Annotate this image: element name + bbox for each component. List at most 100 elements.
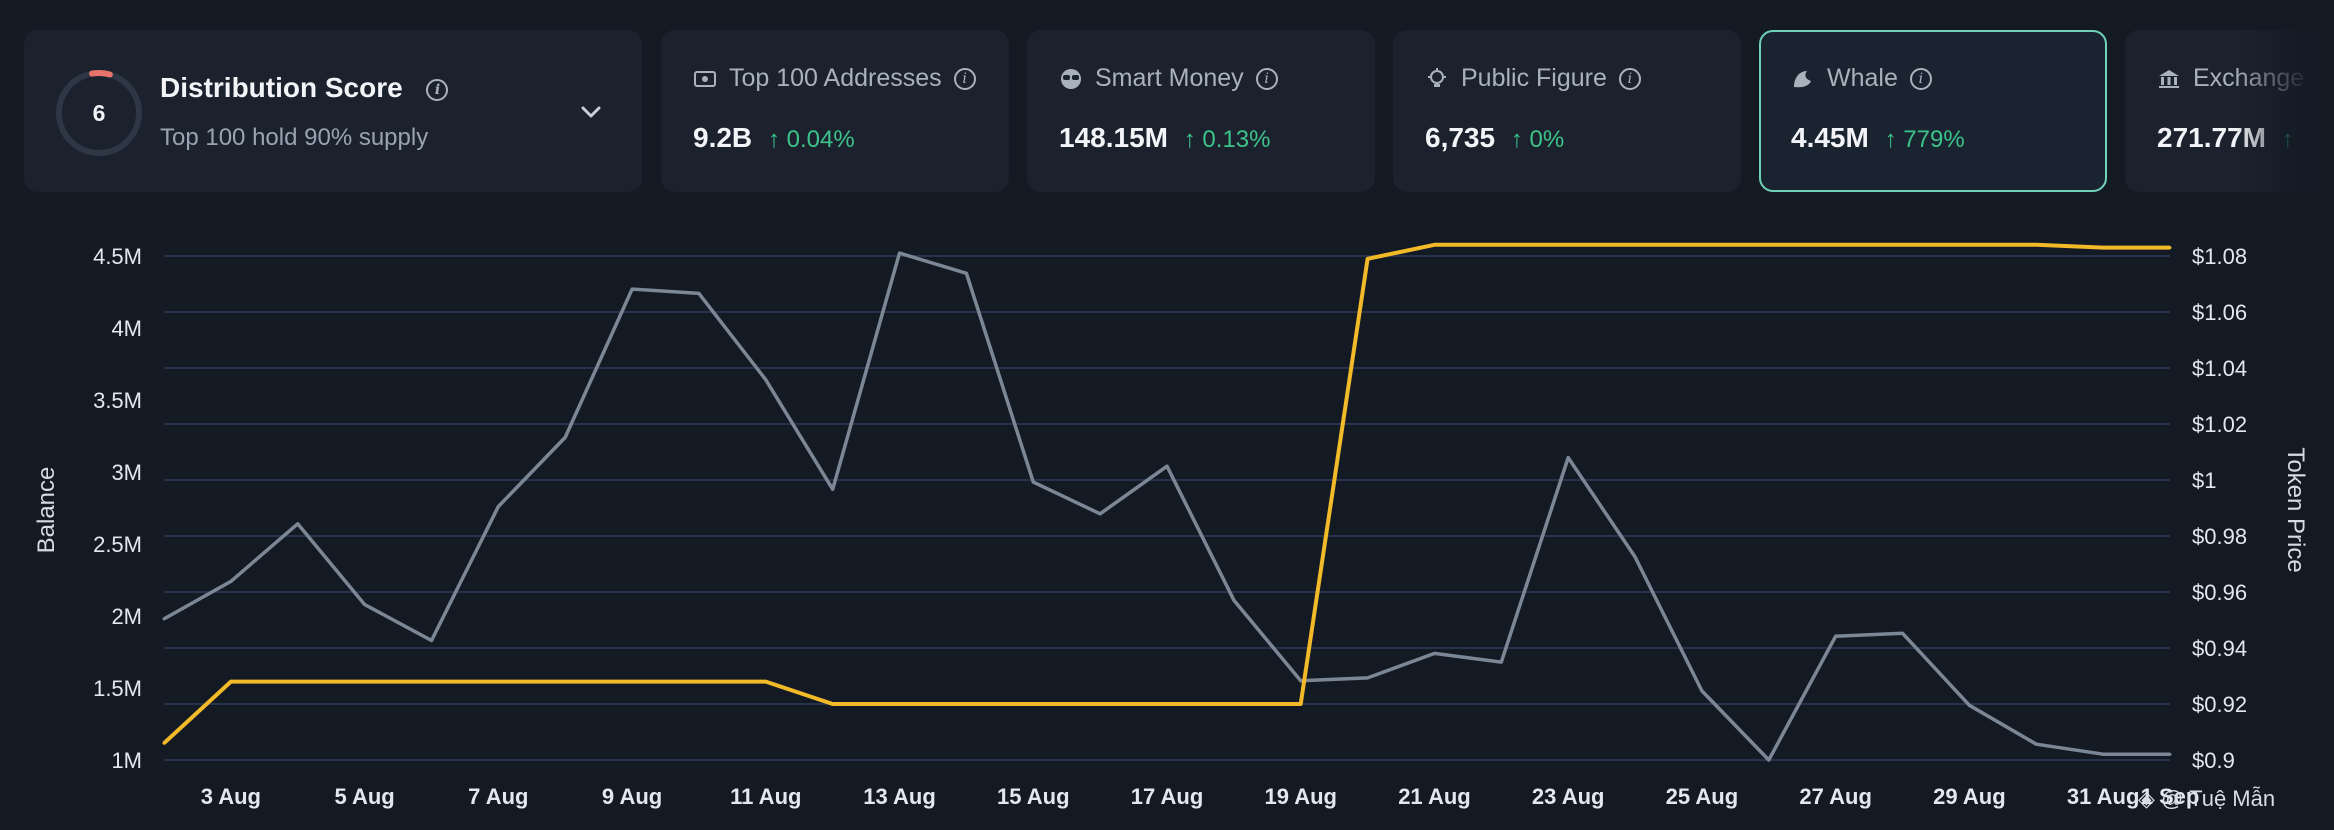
- token-price-point: [1366, 257, 1370, 261]
- cards-fade-overlay: [2234, 20, 2334, 210]
- balance-point: [697, 291, 701, 295]
- metric-change: ↑ 0.04%: [767, 126, 855, 153]
- token-price-point: [2034, 243, 2038, 247]
- metric-change: ↑ 0%: [1510, 126, 1565, 153]
- info-icon[interactable]: i: [1909, 67, 1932, 90]
- y2-tick-label: $0.94: [2192, 636, 2247, 661]
- y2-tick-label: $1.06: [2192, 300, 2247, 325]
- y-tick-label: 2.5M: [93, 532, 142, 557]
- info-icon[interactable]: i: [1255, 67, 1278, 90]
- token-price-point: [1165, 702, 1169, 706]
- balance-point: [2101, 752, 2105, 756]
- distribution-score-title: Distribution Score: [160, 72, 403, 103]
- balance-point: [363, 602, 367, 606]
- x-tick-label: 13 Aug: [863, 784, 936, 809]
- token-price-point: [2101, 246, 2105, 250]
- y-tick-label: 2M: [111, 604, 142, 629]
- x-tick-label: 9 Aug: [602, 784, 662, 809]
- x-tick-label: 11 Aug: [730, 784, 801, 809]
- token-price-point: [1700, 243, 1704, 247]
- balance-point: [1633, 555, 1637, 559]
- sunglasses-icon: [1061, 68, 1081, 89]
- y-tick-label: 1.5M: [93, 676, 142, 701]
- token-price-point: [1299, 702, 1303, 706]
- y2-tick-label: $1.08: [2192, 244, 2247, 269]
- metric-value: 148.15M: [1059, 122, 1168, 153]
- balance-point: [1566, 456, 1570, 460]
- balance-point: [296, 522, 300, 526]
- metric-card-public-figure[interactable]: Public Figure i 6,735 ↑ 0%: [1393, 30, 1741, 192]
- token-price-point: [563, 680, 567, 684]
- balance-point: [1499, 660, 1503, 664]
- token-price-point: [1499, 243, 1503, 247]
- diamond-icon: ◈: [2138, 786, 2155, 811]
- info-icon[interactable]: i: [953, 67, 976, 90]
- lightbulb-icon: [1428, 67, 1446, 87]
- x-tick-label: 1 Sep: [2141, 784, 2200, 809]
- token-price-point: [162, 741, 166, 745]
- balance-point: [1299, 679, 1303, 683]
- balance-point: [2168, 752, 2172, 756]
- balance-point: [1366, 676, 1370, 680]
- balance-point: [630, 287, 634, 291]
- balance-point: [1432, 651, 1436, 655]
- whale-icon: [1794, 70, 1811, 87]
- balance-point: [1767, 758, 1771, 762]
- balance-point: [964, 271, 968, 275]
- x-tick-label: 15 Aug: [997, 784, 1070, 809]
- info-icon[interactable]: i: [1618, 67, 1641, 90]
- x-tick-label: 5 Aug: [334, 784, 394, 809]
- balance-point: [429, 638, 433, 642]
- token-price-point: [831, 702, 835, 706]
- x-tick-label: 19 Aug: [1264, 784, 1337, 809]
- y-tick-label: 3.5M: [93, 388, 142, 413]
- x-tick-label: 23 Aug: [1532, 784, 1605, 809]
- balance-point: [1901, 631, 1905, 635]
- x-tick-label: 25 Aug: [1666, 784, 1739, 809]
- token-price-point: [898, 702, 902, 706]
- distribution-score-subtitle: Top 100 hold 90% supply: [160, 124, 429, 151]
- balance-point: [1098, 512, 1102, 516]
- token-price-point: [2168, 246, 2172, 250]
- y2-tick-label: $0.92: [2192, 692, 2247, 717]
- token-price-point: [1633, 243, 1637, 247]
- x-tick-label: 7 Aug: [468, 784, 528, 809]
- y2-tick-label: $0.98: [2192, 524, 2247, 549]
- chevron-down-icon[interactable]: [579, 100, 603, 124]
- y-tick-label: 4.5M: [93, 244, 142, 269]
- distribution-score-value: 6: [92, 99, 106, 126]
- x-tick-label: 21 Aug: [1398, 784, 1471, 809]
- metric-label: Top 100 Addresses: [729, 64, 942, 92]
- distribution-score-card[interactable]: 6 Distribution Score i Top 100 hold 90% …: [24, 30, 642, 192]
- x-tick-label: 3 Aug: [201, 784, 261, 809]
- token-price-point: [1967, 243, 1971, 247]
- balance-point: [1967, 703, 1971, 707]
- bank-icon: [2159, 69, 2179, 88]
- x-tick-label: 31 Aug: [2067, 784, 2140, 809]
- balance-point: [496, 505, 500, 509]
- metric-value: 6,735: [1425, 122, 1496, 153]
- token-price-line: [162, 242, 2170, 745]
- balance-point: [2034, 742, 2038, 746]
- token-price-point: [1232, 702, 1236, 706]
- metric-card-smart-money[interactable]: Smart Money i 148.15M ↑ 0.13%: [1027, 30, 1375, 192]
- metric-card-top100[interactable]: Top 100 Addresses i 9.2B ↑ 0.04%: [661, 30, 1009, 192]
- x-tick-label: 29 Aug: [1933, 784, 2006, 809]
- balance-point: [1232, 598, 1236, 602]
- metric-card-whale[interactable]: Whale i 4.45M ↑ 779%: [1759, 30, 2107, 192]
- y2-tick-label: $0.96: [2192, 580, 2247, 605]
- token-price-point: [697, 680, 701, 684]
- balance-point: [229, 579, 233, 583]
- token-price-point: [764, 680, 768, 684]
- token-price-point: [964, 702, 968, 706]
- y2-tick-label: $1: [2192, 468, 2216, 493]
- token-price-point: [296, 680, 300, 684]
- token-price-point: [630, 680, 634, 684]
- metric-value: 4.45M: [1791, 122, 1869, 153]
- balance-point: [764, 378, 768, 382]
- metric-change: ↑ 779%: [1884, 126, 1965, 153]
- info-icon[interactable]: i: [426, 78, 449, 101]
- y2-tick-label: $1.04: [2192, 356, 2247, 381]
- token-price-point: [1767, 243, 1771, 247]
- cash-icon: [694, 70, 716, 87]
